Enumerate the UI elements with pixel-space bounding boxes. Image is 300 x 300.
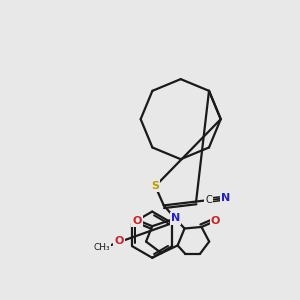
Text: CH₃: CH₃ (94, 243, 110, 252)
Text: N: N (171, 214, 180, 224)
Text: O: O (211, 216, 220, 226)
Text: O: O (114, 236, 124, 246)
Text: S: S (151, 181, 159, 191)
Text: O: O (132, 216, 142, 226)
Text: C: C (205, 195, 212, 205)
Text: N: N (221, 194, 230, 203)
